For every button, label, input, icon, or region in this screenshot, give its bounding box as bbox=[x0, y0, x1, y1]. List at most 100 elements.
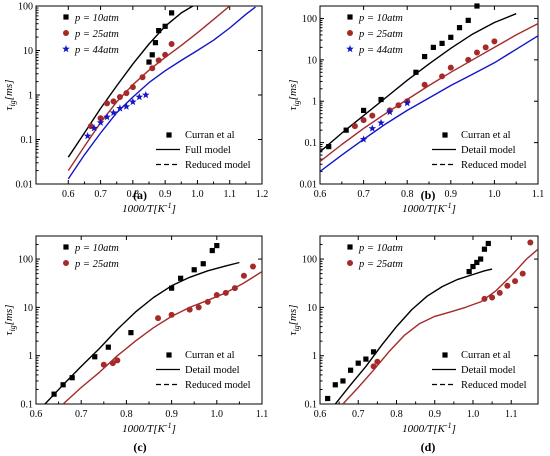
data-point bbox=[135, 93, 144, 101]
data-point bbox=[340, 378, 346, 384]
y-tick-label: 1 bbox=[312, 351, 317, 362]
series-square bbox=[325, 240, 491, 402]
y-tick-label: 0.1 bbox=[305, 138, 318, 149]
data-point bbox=[360, 117, 367, 124]
data-point bbox=[361, 107, 367, 114]
y-tick-label: 100 bbox=[302, 14, 317, 25]
x-tick-label: 0.6 bbox=[314, 189, 327, 200]
data-point bbox=[363, 356, 369, 362]
data-point bbox=[141, 91, 150, 99]
legend-marker bbox=[166, 352, 172, 358]
data-point bbox=[195, 304, 202, 311]
legend-label: Detail model bbox=[185, 365, 240, 376]
x-tick-label: 0.9 bbox=[445, 189, 458, 200]
x-axis-label: 1000/T[K-1] bbox=[122, 201, 176, 215]
legend-label: Reduced model bbox=[461, 160, 527, 171]
x-tick-label: 1.0 bbox=[191, 189, 204, 200]
legend-marker bbox=[347, 244, 353, 250]
chart-panel-4: 0.6 0.7 0.8 0.9 1.0 1.1 0.1 1 10 100 p = 10atm p = … bbox=[287, 235, 539, 454]
data-point bbox=[209, 247, 215, 254]
data-point bbox=[485, 240, 491, 247]
legend-marker bbox=[347, 30, 353, 36]
legend-label: Curran et al bbox=[185, 350, 235, 361]
model-line bbox=[320, 22, 538, 163]
data-point bbox=[186, 306, 193, 313]
data-point bbox=[152, 40, 159, 46]
data-point bbox=[378, 96, 384, 103]
data-point bbox=[470, 263, 476, 270]
model-line bbox=[320, 35, 538, 173]
data-point bbox=[504, 282, 511, 289]
legend-label: p = 44atm bbox=[74, 45, 119, 56]
x-tick-label: 1.2 bbox=[256, 189, 269, 200]
x-tick-label: 1.1 bbox=[505, 409, 518, 420]
data-point bbox=[128, 330, 134, 336]
legend-marker bbox=[63, 260, 69, 266]
legend-label: p = 25atm bbox=[358, 29, 403, 40]
series-circle bbox=[100, 263, 256, 368]
data-point bbox=[168, 311, 175, 318]
panel-label: (b) bbox=[421, 188, 436, 202]
data-point bbox=[214, 242, 220, 249]
chart-panel-2: 0.6 0.7 0.8 0.9 1.0 1.1 0.01 0.1 1 10 100 p = 10atm… bbox=[287, 3, 544, 215]
data-point bbox=[204, 298, 211, 305]
model-lines bbox=[44, 261, 262, 404]
x-tick-label: 0.9 bbox=[165, 409, 178, 420]
data-point bbox=[97, 115, 104, 122]
x-tick-label: 1.0 bbox=[467, 409, 480, 420]
x-tick-label: 0.6 bbox=[30, 409, 43, 420]
data-point bbox=[355, 360, 361, 366]
data-point bbox=[231, 285, 238, 292]
data-point bbox=[109, 360, 116, 367]
series-square bbox=[51, 242, 220, 397]
y-tick-label: 100 bbox=[18, 2, 33, 13]
legend-label: Curran et al bbox=[185, 130, 235, 141]
model-line bbox=[62, 271, 262, 404]
x-tick-label: 1.0 bbox=[211, 409, 224, 420]
x-tick-label: 1.1 bbox=[223, 189, 236, 200]
data-point bbox=[129, 97, 137, 106]
legend-label: p = 10atm bbox=[74, 13, 119, 24]
data-point bbox=[116, 94, 123, 101]
data-point bbox=[413, 69, 419, 75]
data-point bbox=[109, 108, 118, 116]
x-axis-label: 1000/T[K-1] bbox=[402, 201, 456, 215]
data-point bbox=[512, 278, 519, 285]
data-point bbox=[103, 113, 111, 121]
legend-label: Reduced model bbox=[185, 160, 251, 171]
data-point bbox=[421, 81, 428, 88]
data-point bbox=[129, 84, 136, 91]
data-point bbox=[139, 74, 146, 81]
legend-label: p = 44atm bbox=[358, 45, 403, 56]
data-point bbox=[155, 57, 162, 64]
data-point bbox=[343, 127, 349, 133]
data-point bbox=[439, 73, 446, 80]
data-point bbox=[527, 239, 534, 246]
data-point bbox=[368, 124, 377, 132]
y-tick-label: 10 bbox=[23, 46, 33, 57]
y-tick-label: 1 bbox=[28, 351, 33, 362]
x-tick-label: 0.8 bbox=[401, 189, 414, 200]
x-tick-label: 1.1 bbox=[532, 189, 545, 200]
data-point bbox=[465, 17, 471, 23]
legend-label: p = 10atm bbox=[358, 243, 403, 254]
data-point bbox=[213, 292, 220, 299]
data-point bbox=[92, 354, 98, 360]
x-tick-label: 0.7 bbox=[352, 409, 365, 420]
data-point bbox=[122, 102, 131, 110]
y-tick-label: 0.1 bbox=[305, 400, 318, 411]
data-point bbox=[474, 259, 480, 266]
data-point bbox=[481, 295, 488, 302]
data-point bbox=[395, 102, 402, 109]
data-point bbox=[456, 25, 463, 31]
y-tick-label: 0.1 bbox=[21, 400, 34, 411]
y-tick-label: 100 bbox=[18, 255, 33, 266]
x-axis-label: 1000/T[K-1] bbox=[122, 421, 176, 435]
x-tick-label: 0.6 bbox=[62, 189, 75, 200]
data-point bbox=[370, 349, 377, 355]
legend-label: Detail model bbox=[461, 365, 516, 376]
x-tick-label: 0.9 bbox=[159, 189, 172, 200]
data-point bbox=[162, 51, 169, 58]
model-line bbox=[334, 268, 493, 404]
y-axis-label: τig[ms] bbox=[287, 80, 301, 111]
